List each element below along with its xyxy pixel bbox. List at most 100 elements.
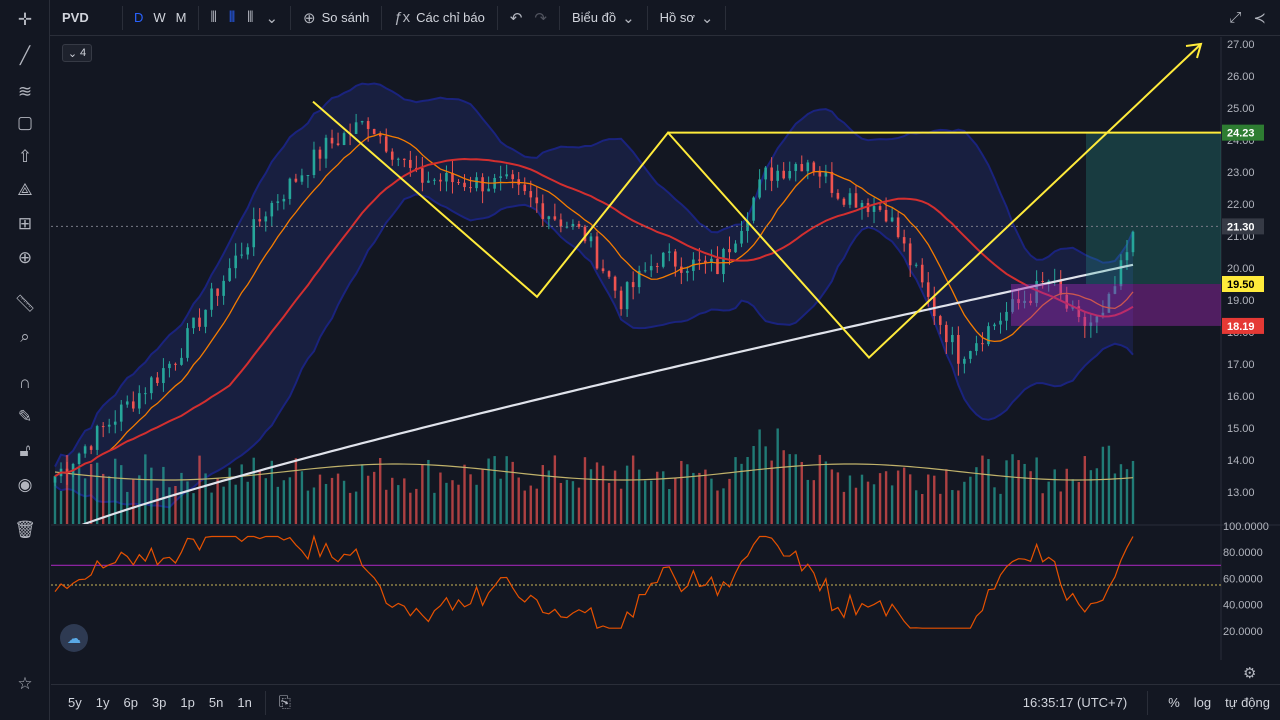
candle-body	[312, 149, 316, 176]
candle-body	[53, 476, 57, 483]
star-icon[interactable]: ☆	[17, 674, 33, 693]
range-1p[interactable]: 1p	[180, 695, 195, 710]
volume-bar	[704, 469, 707, 524]
volume-bar	[728, 478, 731, 524]
volume-bar	[963, 481, 966, 524]
volume-bar	[553, 455, 557, 524]
auto-toggle[interactable]: tự động	[1225, 695, 1270, 710]
trendline-icon[interactable]: ╱	[19, 46, 31, 65]
volume-bar	[475, 484, 478, 524]
zoom-icon[interactable]: ⌕	[20, 327, 30, 346]
volume-bar	[529, 485, 532, 524]
forecast-icon[interactable]: ⊞	[17, 214, 33, 233]
candle-body	[1119, 260, 1123, 287]
legend-toggle[interactable]: ⌄ 4	[62, 44, 92, 62]
chart-menu-button[interactable]: Biểu đồ ⌄	[571, 9, 635, 27]
price-tag-entry: 19.50	[1227, 279, 1255, 291]
trash-icon[interactable]: 🗑︎	[14, 520, 36, 539]
volume-bar	[114, 458, 117, 524]
timeframe-d[interactable]: D	[134, 10, 144, 25]
chart-area[interactable]: 27.00 26.00 25.00 24.00 23.00 22.00 21.00 20.00…	[51, 37, 1280, 682]
volume-bar	[156, 487, 159, 524]
volume-bar	[662, 471, 665, 524]
volume-bar	[908, 474, 912, 524]
candle-body	[1035, 281, 1038, 304]
rectangle-icon[interactable]: ▢	[16, 113, 34, 132]
range-1n[interactable]: 1n	[237, 695, 252, 710]
rsi-tick: 20.0000	[1223, 626, 1263, 638]
candle-body	[445, 172, 448, 182]
lock-draw-icon[interactable]: ✎	[17, 407, 33, 426]
candle-body	[336, 143, 340, 145]
range-3p[interactable]: 3p	[151, 695, 167, 710]
percent-toggle[interactable]: %	[1168, 695, 1180, 710]
magnet-icon[interactable]: ∩	[18, 373, 32, 392]
fib-icon[interactable]: ≋	[17, 82, 33, 101]
candle-body	[378, 134, 382, 137]
goto-date-icon[interactable]: ⎘	[278, 694, 291, 711]
lock-icon[interactable]: 🔓︎	[19, 441, 31, 460]
volume-bar	[668, 489, 671, 524]
candle-body	[854, 193, 858, 208]
volume-bar	[734, 457, 737, 524]
ruler-icon[interactable]: 📏︎	[14, 294, 36, 313]
crosshair-icon[interactable]: ✛	[17, 10, 33, 29]
arrow-up-icon[interactable]: ⇧	[17, 147, 33, 166]
volume-bar	[878, 473, 882, 524]
profile-menu-button[interactable]: Hồ sơ ⌄	[659, 9, 714, 27]
volume-bar	[921, 493, 924, 524]
candle-body	[421, 168, 424, 183]
undo-icon[interactable]: ↶	[509, 9, 523, 27]
share-icon[interactable]: ≺	[1253, 9, 1266, 27]
volume-bar	[89, 463, 93, 524]
candle-body	[1095, 316, 1099, 323]
candle-body	[1065, 294, 1069, 309]
redo-icon[interactable]: ↷	[534, 9, 547, 27]
range-6p[interactable]: 6p	[123, 695, 138, 710]
candle-style-icon[interactable]: ⫴	[228, 9, 236, 26]
eye-icon[interactable]: ◉	[17, 475, 33, 494]
log-toggle[interactable]: log	[1193, 695, 1212, 710]
compare-button[interactable]: ⊕ So sánh	[303, 9, 370, 27]
range-5n[interactable]: 5n	[208, 695, 224, 710]
pattern-icon[interactable]: ⟁	[17, 180, 33, 199]
candle-body	[276, 201, 280, 203]
plus-circle-icon: ⊕	[303, 9, 316, 27]
range-1y[interactable]: 1y	[95, 695, 110, 710]
candle-body	[252, 219, 256, 248]
candle-body	[1107, 293, 1111, 313]
candle-body	[619, 290, 623, 310]
volume-bar	[951, 490, 954, 524]
range-5y[interactable]: 5y	[68, 695, 82, 710]
candle-body	[631, 282, 635, 288]
timeframe-w[interactable]: W	[153, 10, 166, 25]
chevron-down-icon: ⌄	[67, 47, 78, 60]
volume-bar	[1101, 446, 1105, 524]
indicators-button[interactable]: ƒx Các chỉ báo	[394, 9, 485, 26]
volume-bar	[993, 487, 996, 524]
chevron-down-icon[interactable]: ⌄	[265, 9, 279, 27]
volume-bar	[1107, 445, 1111, 524]
hollow-candle-icon[interactable]: ⫴	[247, 9, 254, 26]
volume-bar	[186, 481, 189, 524]
price-tick: 26.00	[1227, 71, 1255, 83]
rsi-tick: 40.0000	[1223, 600, 1263, 612]
timeframe-m[interactable]: M	[175, 10, 187, 25]
volume-bar	[583, 457, 587, 524]
price-chart[interactable]: 27.0026.0025.0024.0023.0022.0021.0020.00…	[51, 37, 1280, 680]
axis-settings-icon[interactable]: ⚙	[1243, 665, 1257, 682]
symbol-label[interactable]: PVD	[62, 10, 89, 25]
ma-short	[54, 132, 1134, 477]
volume-bar	[842, 491, 846, 524]
price-tick: 19.00	[1227, 295, 1255, 307]
volume-bar	[421, 464, 424, 524]
candle-body	[409, 159, 412, 168]
candle-body	[999, 320, 1002, 325]
candle-body	[686, 270, 689, 273]
candle-body	[162, 368, 165, 384]
candle-body	[451, 172, 454, 183]
fullscreen-icon[interactable]: ⤢	[1229, 9, 1242, 26]
projection-icon[interactable]: ⊕	[17, 248, 33, 267]
bar-style-icon[interactable]: ⫴	[210, 9, 217, 26]
volume-bar	[565, 479, 569, 524]
